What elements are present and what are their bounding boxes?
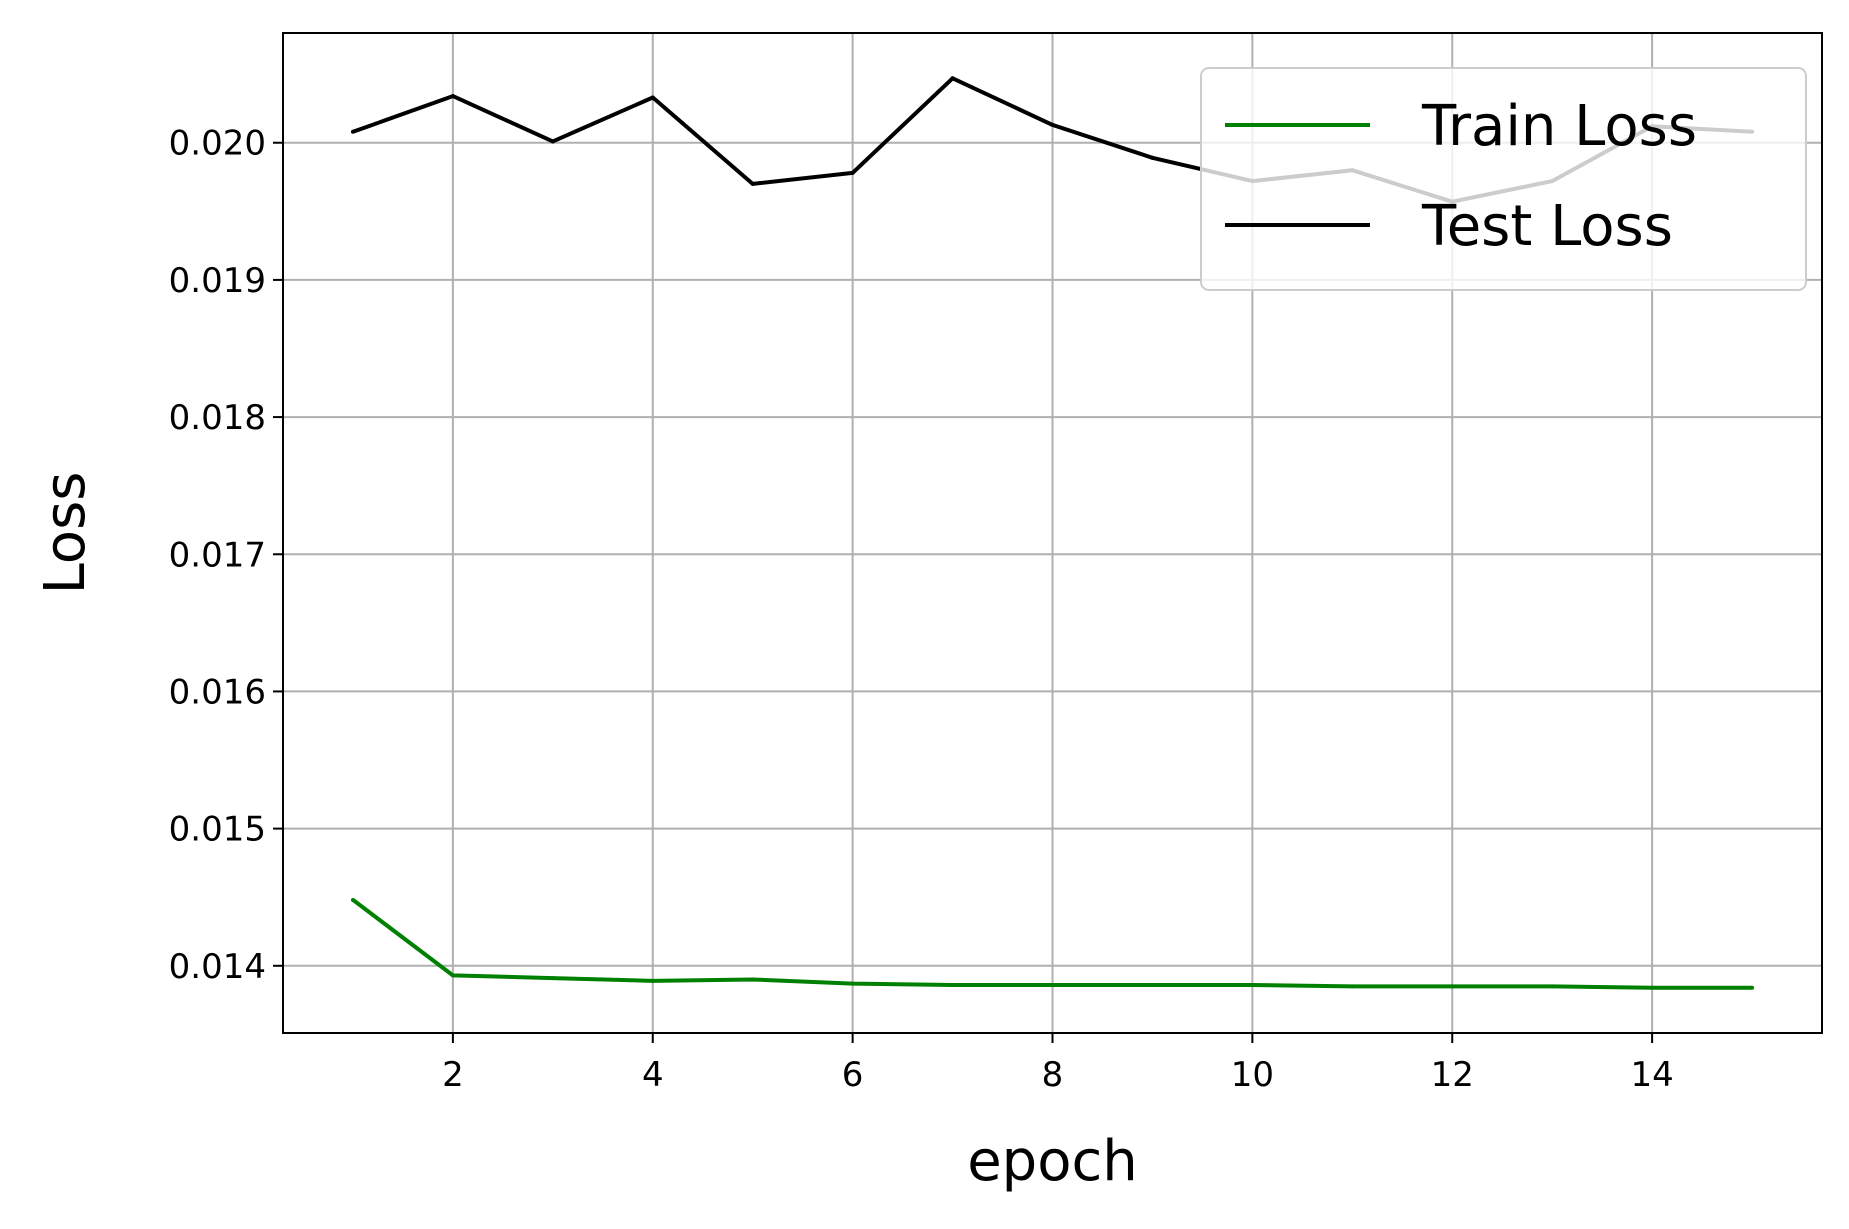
x-axis-label: epoch <box>967 1129 1138 1194</box>
data-point-test-loss <box>450 94 455 99</box>
y-tick-label: 0.015 <box>169 810 266 850</box>
x-tick-label: 8 <box>1042 1055 1064 1095</box>
data-point-train-loss <box>350 897 355 902</box>
x-tick-label: 14 <box>1630 1055 1673 1095</box>
data-point-test-loss <box>350 129 355 134</box>
data-point-train-loss <box>1050 982 1055 987</box>
y-tick-label: 0.020 <box>169 124 266 164</box>
data-point-train-loss <box>450 973 455 978</box>
data-point-train-loss <box>1350 984 1355 989</box>
x-tick-label: 4 <box>642 1055 664 1095</box>
legend: Train Loss Test Loss <box>1200 67 1807 291</box>
data-point-test-loss <box>750 181 755 186</box>
data-point-test-loss <box>850 170 855 175</box>
data-point-train-loss <box>1650 985 1655 990</box>
data-point-train-loss <box>1550 984 1555 989</box>
tick-layer: 2 4 6 8 10 12 14 0.014 0.015 0.016 0.017 0.018 0.019… <box>169 124 1674 1095</box>
data-point-train-loss <box>850 981 855 986</box>
data-point-train-loss <box>950 982 955 987</box>
legend-label-test-loss: Test Loss <box>1421 194 1673 259</box>
data-point-train-loss <box>650 978 655 983</box>
data-point-train-loss <box>1150 982 1155 987</box>
y-tick-label: 0.018 <box>169 398 266 438</box>
data-point-train-loss <box>1750 985 1755 990</box>
x-tick-label: 12 <box>1431 1055 1474 1095</box>
y-tick-label: 0.019 <box>169 261 266 301</box>
data-point-test-loss <box>550 139 555 144</box>
x-tick-label: 10 <box>1231 1055 1274 1095</box>
data-point-test-loss <box>950 76 955 81</box>
y-tick-label: 0.016 <box>169 672 266 712</box>
data-point-train-loss <box>1450 984 1455 989</box>
legend-label-train-loss: Train Loss <box>1421 94 1697 159</box>
data-point-train-loss <box>1250 982 1255 987</box>
data-point-test-loss <box>1050 122 1055 127</box>
x-tick-label: 2 <box>442 1055 464 1095</box>
data-point-test-loss <box>650 95 655 100</box>
data-point-train-loss <box>550 976 555 981</box>
data-point-train-loss <box>750 977 755 982</box>
y-tick-label: 0.014 <box>169 947 266 987</box>
x-tick-label: 6 <box>842 1055 864 1095</box>
y-tick-label: 0.017 <box>169 535 266 575</box>
y-axis-label: Loss <box>33 472 98 595</box>
data-point-test-loss <box>1150 155 1155 160</box>
